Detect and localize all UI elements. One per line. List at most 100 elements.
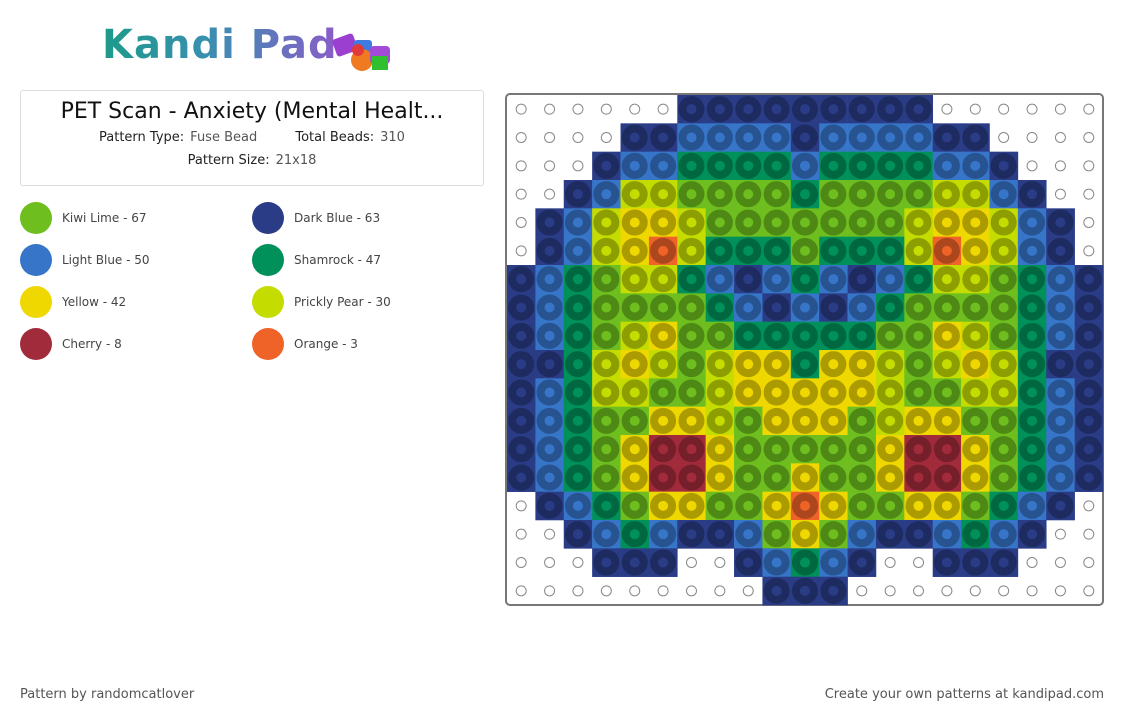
bead — [564, 237, 591, 264]
bead — [877, 351, 904, 378]
bead-cell — [989, 435, 1019, 464]
bead-cell — [932, 236, 962, 266]
bead — [905, 294, 932, 321]
bead — [962, 209, 989, 236]
pattern-header: PET Scan - Anxiety (Mental Healt... Patt… — [20, 90, 484, 186]
bead-cell — [734, 95, 763, 124]
bead-cell — [677, 236, 706, 266]
empty-peg — [544, 528, 556, 540]
bead-cell — [592, 350, 621, 379]
bead — [763, 436, 790, 463]
bead — [792, 322, 818, 349]
bead — [621, 407, 648, 434]
bead-cell — [592, 548, 621, 577]
bead-cell — [563, 265, 593, 294]
field-label: Pattern Type: — [99, 130, 185, 145]
bead-cell — [762, 180, 792, 209]
bead-cell — [620, 123, 650, 152]
empty-peg — [657, 103, 669, 115]
bead-cell — [847, 350, 877, 379]
bead-cell — [620, 151, 650, 181]
bead-cell — [648, 520, 678, 549]
bead — [706, 152, 733, 179]
bead-cell — [819, 491, 848, 521]
bead — [593, 322, 620, 349]
bead — [848, 96, 875, 123]
bead — [735, 294, 762, 321]
bead — [564, 294, 591, 321]
bead-cell — [734, 293, 763, 322]
bead — [933, 379, 960, 406]
bead — [706, 209, 733, 236]
bead-cell — [847, 293, 877, 322]
bead-cell — [819, 95, 848, 124]
bead-cell — [705, 123, 735, 152]
bead — [735, 124, 762, 151]
bead-cell — [563, 463, 593, 492]
legend-label: Cherry - 8 — [62, 337, 122, 351]
bead — [820, 124, 847, 151]
bead — [877, 96, 904, 123]
bead-cell — [847, 378, 877, 407]
bead-cell — [790, 463, 820, 492]
bead-cell — [762, 576, 792, 606]
bead-cell — [563, 321, 593, 351]
bead-cell — [762, 265, 792, 294]
bead-cell — [904, 520, 934, 549]
bead — [650, 549, 677, 576]
bead-cell — [875, 321, 905, 351]
bead-cell — [1046, 435, 1075, 464]
bead — [848, 209, 875, 236]
bead — [792, 521, 818, 548]
bead — [905, 181, 932, 208]
bead — [564, 521, 591, 548]
bead — [820, 436, 847, 463]
bead-cell — [819, 293, 848, 322]
bead-cell — [932, 463, 962, 492]
bead-cell — [961, 208, 990, 237]
bead-cell — [1017, 180, 1047, 209]
bead — [536, 351, 563, 378]
bead — [820, 181, 847, 208]
bead-cell — [790, 236, 820, 266]
bead-cell — [648, 463, 678, 492]
bead — [706, 266, 733, 293]
legend-swatch — [20, 328, 52, 360]
bead-cell — [932, 350, 962, 379]
bead-cell — [847, 463, 877, 492]
empty-peg — [572, 103, 584, 115]
bead — [536, 379, 563, 406]
legend-item: Yellow - 42 — [20, 286, 126, 318]
bead-cell — [847, 548, 877, 577]
bead-cell — [1074, 406, 1104, 436]
logo[interactable]: Kandi Pad — [102, 22, 338, 68]
bead-cell — [819, 208, 848, 237]
empty-peg — [544, 103, 556, 115]
bead — [735, 521, 762, 548]
bead — [990, 181, 1017, 208]
bead — [593, 152, 620, 179]
bead — [621, 237, 648, 264]
empty-peg — [515, 132, 527, 143]
footer-link[interactable]: Create your own patterns at kandipad.com — [824, 687, 1104, 702]
bead-cell — [677, 520, 706, 549]
bead — [962, 181, 989, 208]
empty-peg — [941, 103, 953, 115]
bead-cell — [847, 406, 877, 436]
bead — [848, 237, 875, 264]
bead — [706, 464, 733, 491]
bead — [1019, 521, 1046, 548]
bead — [650, 237, 677, 264]
bead-cell — [790, 123, 820, 152]
bead — [905, 521, 932, 548]
bead — [1047, 379, 1074, 406]
bead — [564, 209, 591, 236]
bead — [1075, 322, 1102, 349]
bead-cell — [535, 350, 565, 379]
bead — [650, 492, 677, 519]
bead-cell — [875, 406, 905, 436]
bead — [763, 294, 790, 321]
bead — [564, 436, 591, 463]
bead-cell — [620, 293, 650, 322]
bead — [593, 379, 620, 406]
